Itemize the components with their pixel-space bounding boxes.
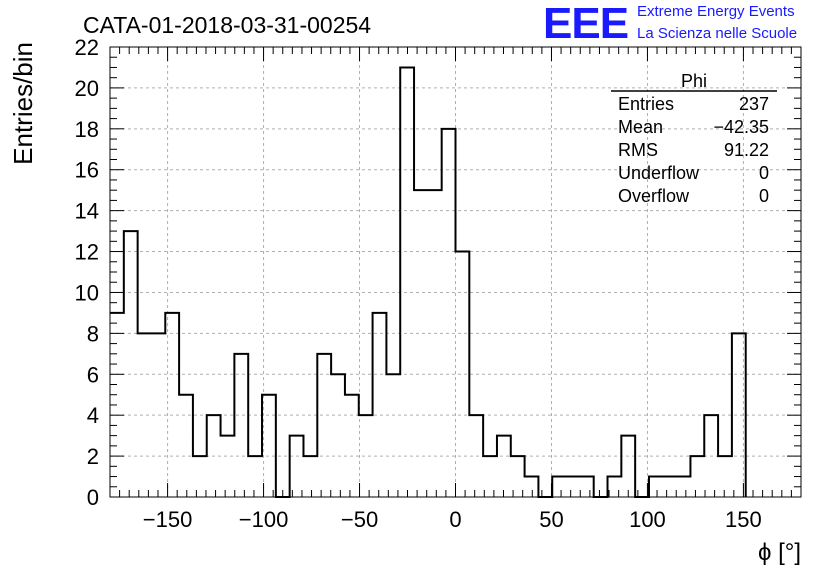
tick-labels: −150 −100 −50 0 50 100 150 0 2 4 6 8 10 12 14 16 18 20 22 <box>75 35 762 532</box>
y-tick-label: 4 <box>87 403 99 428</box>
x-tick-label: −100 <box>239 507 289 532</box>
stats-value: 0 <box>759 186 769 206</box>
stats-value: −42.35 <box>713 117 769 137</box>
stats-value: 0 <box>759 163 769 183</box>
stats-box: Phi Entries 237 Mean −42.35 RMS 91.22 Underflo… <box>611 71 777 206</box>
y-tick-label: 0 <box>87 485 99 510</box>
y-tick-label: 6 <box>87 362 99 387</box>
x-tick-label: 50 <box>539 507 563 532</box>
logo-line-2: La Scienza nelle Scuole <box>637 25 798 42</box>
axis-ticks <box>110 46 801 498</box>
x-tick-label: 150 <box>725 507 762 532</box>
stats-label: RMS <box>618 140 658 160</box>
chart-title: CATA-01-2018-03-31-00254 <box>83 12 371 38</box>
x-tick-label: −150 <box>143 507 193 532</box>
stats-value: 91.22 <box>724 140 769 160</box>
x-tick-label: 100 <box>629 507 666 532</box>
stats-label: Underflow <box>618 163 700 183</box>
y-axis-label: Entries/bin <box>8 42 38 165</box>
y-tick-label: 14 <box>75 199 99 224</box>
stats-value: 237 <box>739 94 769 114</box>
grid-lines <box>110 47 801 497</box>
y-tick-label: 20 <box>75 76 99 101</box>
logo-line-1: Extreme Energy Events <box>637 3 795 20</box>
y-tick-label: 10 <box>75 280 99 305</box>
y-tick-label: 18 <box>75 117 99 142</box>
stats-header: Phi <box>681 71 707 91</box>
x-tick-label: −50 <box>341 507 378 532</box>
y-tick-label: 8 <box>87 321 99 346</box>
stats-label: Overflow <box>618 186 690 206</box>
x-tick-label: 0 <box>449 507 461 532</box>
histogram-series-phi <box>110 66 747 498</box>
stats-label: Entries <box>618 94 674 114</box>
x-axis-label: ϕ [°] <box>758 539 801 566</box>
y-tick-label: 22 <box>75 35 99 60</box>
y-tick-label: 12 <box>75 240 99 265</box>
y-tick-label: 2 <box>87 444 99 469</box>
stats-rows: Entries 237 Mean −42.35 RMS 91.22 Underflow 0 Ov… <box>618 94 769 206</box>
eee-logo: EEE <box>543 0 629 48</box>
y-tick-label: 16 <box>75 158 99 183</box>
stats-label: Mean <box>618 117 663 137</box>
